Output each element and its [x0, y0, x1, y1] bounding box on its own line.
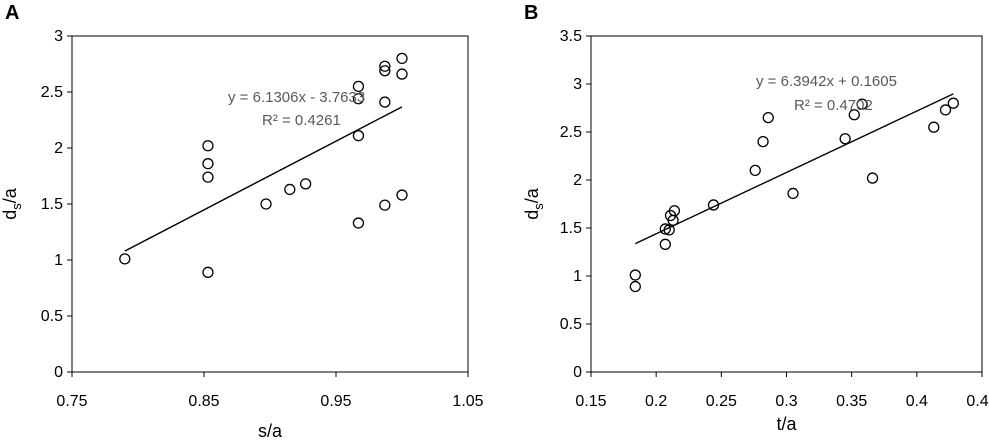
data-point — [707, 199, 720, 211]
x-axis-title: t/a — [776, 414, 797, 434]
y-tick-label: 2 — [54, 140, 63, 157]
y-tick-label: 2.5 — [41, 84, 63, 101]
y-tick-label: 2 — [573, 172, 582, 189]
y-tick-label: 0.5 — [560, 316, 582, 333]
x-tick-label: 0.85 — [188, 393, 219, 410]
x-tick-label: 0.45 — [966, 393, 989, 410]
y-tick-label: 0 — [54, 364, 63, 381]
chart-panel-a: 0 0.5 1 1.5 2 2.5 3 0.75 0.85 0.95 1.05 s/a ds/a y = … — [0, 28, 484, 441]
x-tick-label: 0.35 — [836, 393, 867, 410]
data-point — [379, 65, 391, 77]
data-point — [379, 60, 391, 72]
y-tick-label: 1 — [573, 268, 582, 285]
data-point — [352, 93, 365, 105]
data-point — [396, 189, 408, 201]
y-tick-label: 3 — [54, 28, 63, 45]
data-point — [299, 178, 312, 190]
data-point — [352, 217, 365, 229]
trendline-equation: y = 6.1306x - 3.7633 — [228, 89, 365, 106]
r-squared-label: R² = 0.4261 — [262, 112, 341, 129]
data-point — [119, 253, 131, 265]
data-point — [629, 269, 641, 281]
data-point — [202, 266, 214, 278]
x-tick-label: 0.3 — [775, 393, 797, 410]
x-tick-label: 0.15 — [575, 393, 606, 410]
data-point — [396, 68, 408, 80]
panel-label-a: A — [5, 2, 19, 24]
y-tick-label: 0.5 — [41, 308, 63, 325]
data-point — [947, 97, 959, 109]
data-point — [668, 205, 681, 217]
data-point — [284, 183, 296, 196]
y-tick-label: 1.5 — [41, 196, 63, 213]
r-squared-label: R² = 0.4702 — [794, 97, 873, 114]
data-point — [379, 96, 391, 108]
data-point — [839, 133, 851, 145]
data-point — [928, 121, 940, 133]
x-tick-label: 0.2 — [645, 393, 667, 410]
data-point — [856, 98, 868, 110]
y-axis-title: ds/a — [0, 187, 24, 220]
data-point — [659, 238, 671, 250]
data-point — [757, 135, 769, 148]
x-tick-label: 0.95 — [320, 393, 351, 410]
data-point — [396, 52, 408, 65]
x-tick-label: 1.05 — [452, 393, 483, 410]
y-tick-label: 0 — [573, 364, 582, 381]
data-point — [260, 198, 272, 210]
y-tick-label: 2.5 — [560, 124, 582, 141]
data-point — [629, 280, 641, 293]
data-point — [866, 172, 879, 184]
data-point — [787, 187, 799, 200]
panel-label-b: B — [524, 2, 538, 24]
y-tick-label: 3 — [573, 76, 582, 93]
y-tick-label: 3.5 — [560, 28, 582, 45]
data-point — [848, 109, 860, 121]
data-point — [939, 104, 952, 116]
y-tick-label: 1 — [54, 252, 63, 269]
data-point — [749, 164, 761, 177]
plot-area — [71, 35, 469, 373]
y-tick-label: 1.5 — [560, 220, 582, 237]
x-tick-label: 0.4 — [906, 393, 928, 410]
trendline-equation: y = 6.3942x + 0.1605 — [756, 73, 897, 90]
data-point — [352, 80, 365, 93]
data-point — [202, 158, 214, 170]
data-point — [202, 140, 214, 152]
x-axis-title: s/a — [258, 421, 283, 441]
x-tick-label: 0.25 — [706, 393, 737, 410]
data-point — [202, 171, 214, 183]
data-point — [762, 111, 774, 124]
chart-panel-b: 0 0.5 1 1.5 2 2.5 3 3.5 0.15 0.2 0.25 0.3 0.35 0.4 0.4… — [522, 28, 989, 434]
data-point — [352, 130, 365, 142]
y-axis-title: ds/a — [522, 187, 546, 220]
trendline — [635, 93, 954, 245]
x-tick-label: 0.75 — [56, 393, 87, 410]
data-point — [379, 199, 391, 211]
data-point — [663, 224, 675, 236]
